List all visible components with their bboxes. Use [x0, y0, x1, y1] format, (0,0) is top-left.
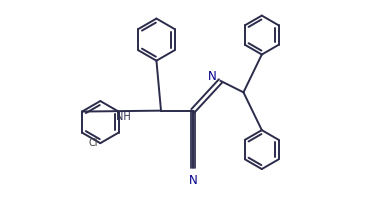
Text: N: N — [208, 70, 216, 83]
Text: N: N — [189, 174, 198, 187]
Text: NH: NH — [116, 112, 131, 122]
Text: Cl: Cl — [89, 138, 98, 148]
